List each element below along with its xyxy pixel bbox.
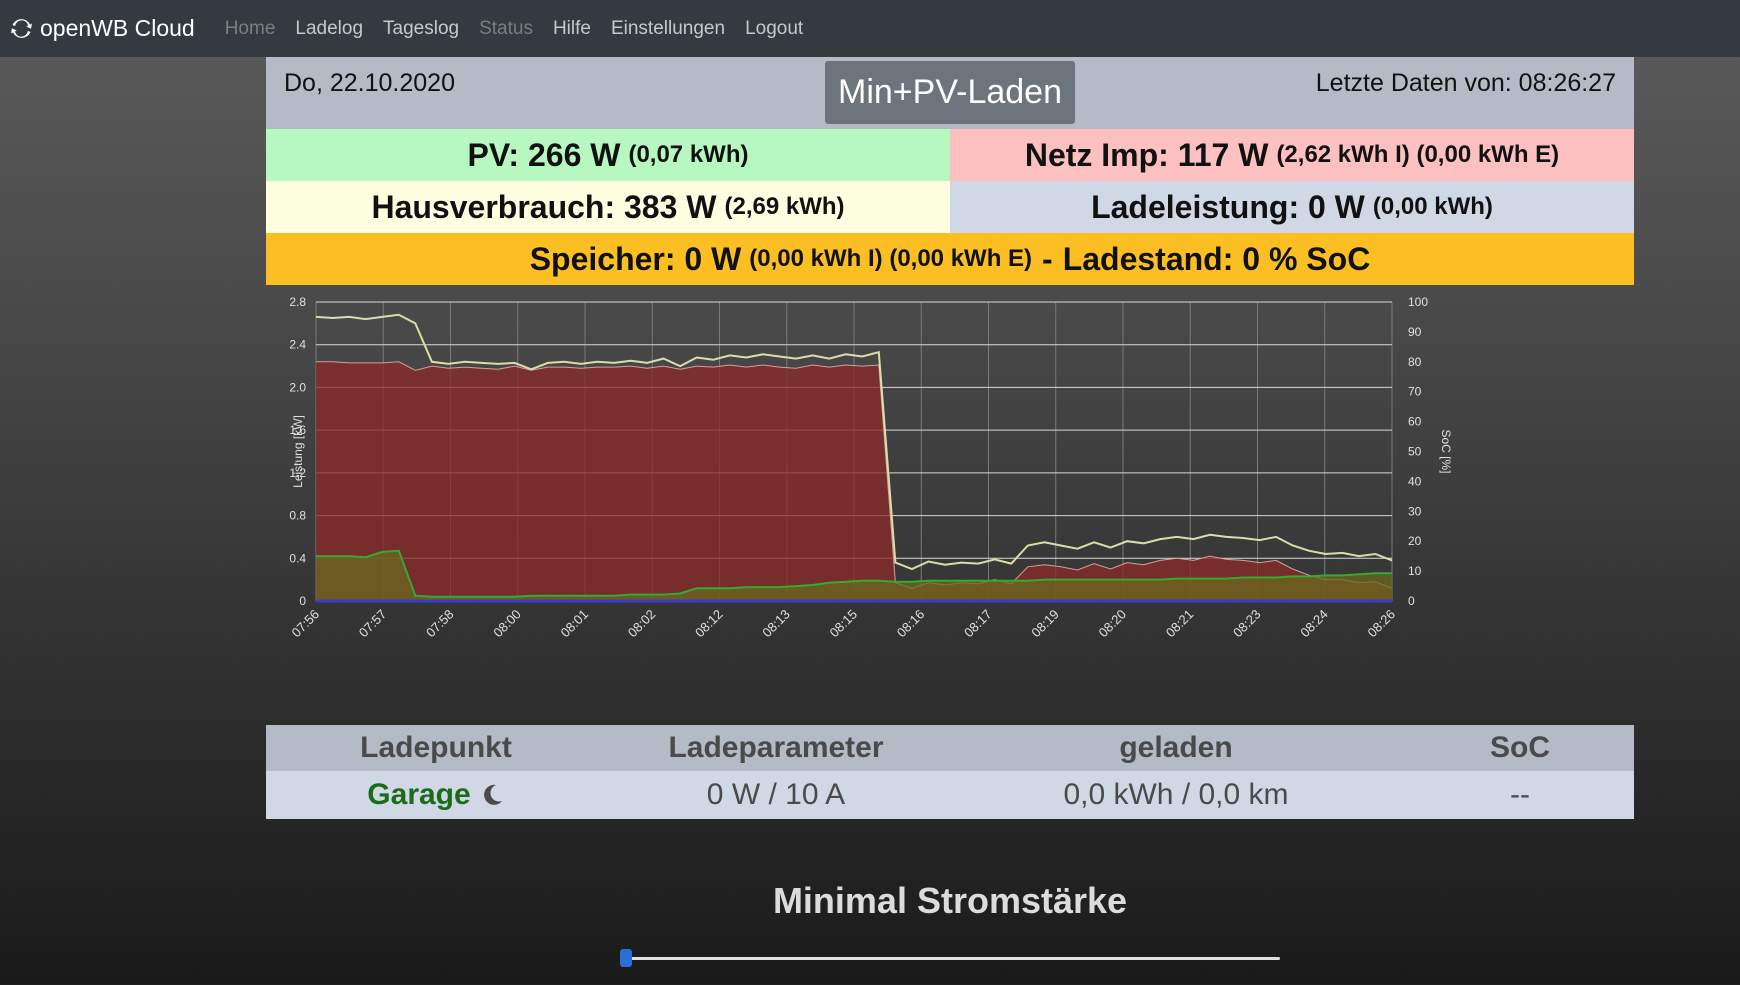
y-tick-label: 0.8 [289,509,306,523]
speicher-power: Speicher: 0 W [529,240,742,277]
pv-energy: (0,07 kWh) [628,141,749,168]
hausverbrauch-line [315,313,1393,571]
slider-thumb[interactable] [620,949,632,967]
tile-row-1: PV: 266 W (0,07 kWh) Netz Imp: 117 W (2,… [266,129,1634,181]
y-tick-label: 2.4 [289,338,306,352]
power-chart[interactable]: 0 0.4 0.8 1.2 1.6 2.0 2.4 2.8 0 10 20 30 40 50 60 70 80 9… [266,290,1634,720]
nav-logout[interactable]: Logout [745,17,804,39]
pv-tile: PV: 266 W (0,07 kWh) [266,129,950,181]
y2-tick-label: 80 [1408,355,1422,369]
y2-tick-label: 50 [1408,445,1422,459]
netz-line [316,361,1393,589]
geladen-value: 0,0 kWh / 0,0 km [1063,778,1289,811]
nav-hilfe[interactable]: Hilfe [552,17,591,39]
col-geladen: geladen [1119,731,1233,764]
haus-energy: (2,69 kWh) [724,193,845,220]
speicher-energy: (0,00 kWh I) (0,00 kWh E) [749,245,1033,272]
pv-line [316,549,1392,598]
pv-area [316,550,1392,601]
hausverbrauch-tile: Hausverbrauch: 383 W (2,69 kWh) [266,181,950,233]
y2-tick-label: 100 [1408,295,1428,309]
y-tick-label: 1.2 [289,466,306,480]
pv-power: PV: 266 W [467,136,621,173]
slider-track [626,957,1280,960]
speicher-separator: - [1042,240,1053,277]
moon-icon [483,784,502,805]
y2-tick-label: 60 [1408,415,1422,429]
minimal-stromstaerke-title: Minimal Stromstärke [772,880,1128,921]
nav-einstellungen[interactable]: Einstellungen [610,17,726,39]
charge-mode-button[interactable]: Min+PV-Laden [825,61,1075,124]
y-tick-label: 0 [299,594,306,608]
nav-home[interactable]: Home [224,17,276,39]
y2-tick-label: 30 [1408,504,1422,518]
y2-tick-label: 40 [1408,474,1422,488]
lade-power: Ladeleistung: 0 W [1091,188,1365,225]
y-tick-label: 0.4 [289,551,306,565]
table-header: Ladepunkt Ladeparameter geladen SoC [266,725,1634,771]
netz-energy: (2,62 kWh I) (0,00 kWh E) [1276,141,1560,168]
tile-row-2: Hausverbrauch: 383 W (2,69 kWh) Ladeleis… [266,181,1634,233]
status-panel: Do, 22.10.2020 Min+PV-Laden Letzte Daten… [266,57,1634,285]
netz-area [316,361,1392,601]
nav-tageslog[interactable]: Tageslog [383,17,460,39]
col-ladeparameter: Ladeparameter [668,731,884,764]
nav-status[interactable]: Status [479,17,533,39]
ladepunkt-label: Garage [367,778,471,811]
lade-energy: (0,00 kWh) [1372,193,1493,220]
speicher-tile: Speicher: 0 W (0,00 kWh I) (0,00 kWh E) … [266,233,1634,285]
nav-ladelog[interactable]: Ladelog [295,17,364,39]
last-data-label: Letzte Daten von: 08:26:27 [1315,69,1616,97]
y2-tick-label: 90 [1408,325,1422,339]
date-label: Do, 22.10.2020 [284,69,455,97]
ladeparameter-value: 0 W / 10 A [706,778,846,811]
brand-label: openWB Cloud [40,15,195,41]
status-header: Do, 22.10.2020 Min+PV-Laden Letzte Daten… [266,57,1634,129]
minimal-stromstaerke-slider[interactable] [620,947,1280,971]
y-tick-label: 2.0 [289,380,306,394]
y2-axis-label: SoC [%] [1439,429,1453,473]
y-axis-label: Leistung [kW] [291,415,305,488]
refresh-icon [11,19,32,38]
soc-value: -- [1510,778,1530,811]
y2-tick-label: 20 [1408,534,1422,548]
nav-links: Home Ladelog Tageslog Status Hilfe Einst… [225,18,823,40]
ladeleistung-tile: Ladeleistung: 0 W (0,00 kWh) [950,181,1634,233]
ladestand: Ladestand: 0 % SoC [1062,240,1371,277]
y2-tick-label: 70 [1408,385,1422,399]
netz-power: Netz Imp: 117 W [1024,136,1269,173]
navbar: openWB Cloud Home Ladelog Tageslog Statu… [0,0,1740,57]
ladepunkt-table: Ladepunkt Ladeparameter geladen SoC Gara… [266,725,1634,819]
col-ladepunkt: Ladepunkt [360,731,512,764]
y-tick-label: 2.8 [289,295,306,309]
table-row[interactable]: Garage 0 W / 10 A 0,0 kWh / 0,0 km -- [266,771,1634,819]
col-soc: SoC [1490,731,1550,764]
haus-power: Hausverbrauch: 383 W [371,188,717,225]
y2-tick-label: 10 [1408,564,1422,578]
ladepunkt-name[interactable]: Garage [266,778,606,812]
netz-tile: Netz Imp: 117 W (2,62 kWh I) (0,00 kWh E… [950,129,1634,181]
brand[interactable]: openWB Cloud [9,15,195,42]
y-tick-label: 1.6 [289,423,306,437]
y2-tick-label: 0 [1408,594,1415,608]
